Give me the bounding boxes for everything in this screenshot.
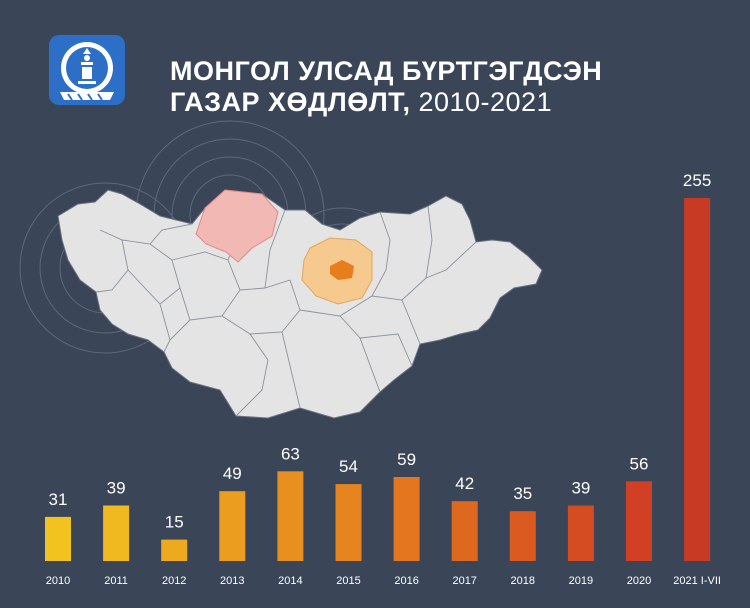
bar-2014	[277, 471, 304, 561]
bar-2019	[567, 505, 594, 561]
value-label-2013: 49	[223, 464, 242, 483]
epicenter-city	[330, 260, 354, 280]
chart-title: МОНГОЛ УЛСАД БҮРТГЭГДСЭН ГАЗАР ХӨДЛӨЛТ, …	[170, 56, 602, 118]
bar-2020	[626, 481, 652, 561]
title-years: 2010-2021	[410, 87, 553, 117]
title-line-2: ГАЗАР ХӨДЛӨЛТ, 2010-2021	[170, 87, 602, 118]
value-label-2015: 54	[339, 457, 358, 476]
year-label-2011: 2011	[104, 575, 128, 587]
bar-2016	[393, 477, 420, 561]
year-label-2016: 2016	[394, 575, 418, 587]
value-label-2018: 35	[513, 484, 532, 503]
year-label-2021 I-VII: 2021 I-VII	[673, 575, 721, 587]
bar-2010	[45, 516, 71, 561]
year-label-2010: 2010	[46, 575, 70, 587]
value-label-2010: 31	[49, 490, 68, 509]
bar-2017	[451, 501, 478, 561]
year-label-2014: 2014	[278, 575, 302, 587]
province-borders	[95, 205, 477, 417]
value-label-2014: 63	[281, 444, 300, 463]
year-label-2013: 2013	[220, 575, 244, 587]
value-label-2021 I-VII: 255	[683, 171, 711, 190]
year-label-2018: 2018	[511, 575, 535, 587]
value-label-2019: 39	[571, 479, 590, 498]
mongolia-map-illustration	[19, 120, 543, 419]
year-label-2012: 2012	[162, 575, 186, 587]
value-label-2020: 56	[630, 454, 649, 473]
bar-2021 I-VII	[684, 198, 711, 561]
title-line-2-text: ГАЗАР ХӨДЛӨЛТ,	[170, 87, 411, 117]
value-label-2016: 59	[397, 450, 416, 469]
year-label-2020: 2020	[627, 575, 651, 587]
year-label-2017: 2017	[452, 575, 476, 587]
highlight-region-khuvsgul	[195, 189, 279, 263]
bar-2015	[335, 484, 362, 561]
bar-2012	[161, 539, 188, 561]
title-line-1: МОНГОЛ УЛСАД БҮРТГЭГДСЭН	[170, 56, 603, 86]
bar-2018	[509, 511, 536, 561]
year-label-2019: 2019	[569, 575, 593, 587]
value-label-2012: 15	[165, 513, 184, 532]
bar-2013	[219, 491, 246, 561]
year-label-2015: 2015	[336, 575, 360, 587]
mongolia-emblem-icon	[49, 35, 125, 105]
bar-2011	[103, 505, 130, 561]
value-label-2011: 39	[107, 479, 126, 498]
value-label-2017: 42	[455, 474, 474, 493]
